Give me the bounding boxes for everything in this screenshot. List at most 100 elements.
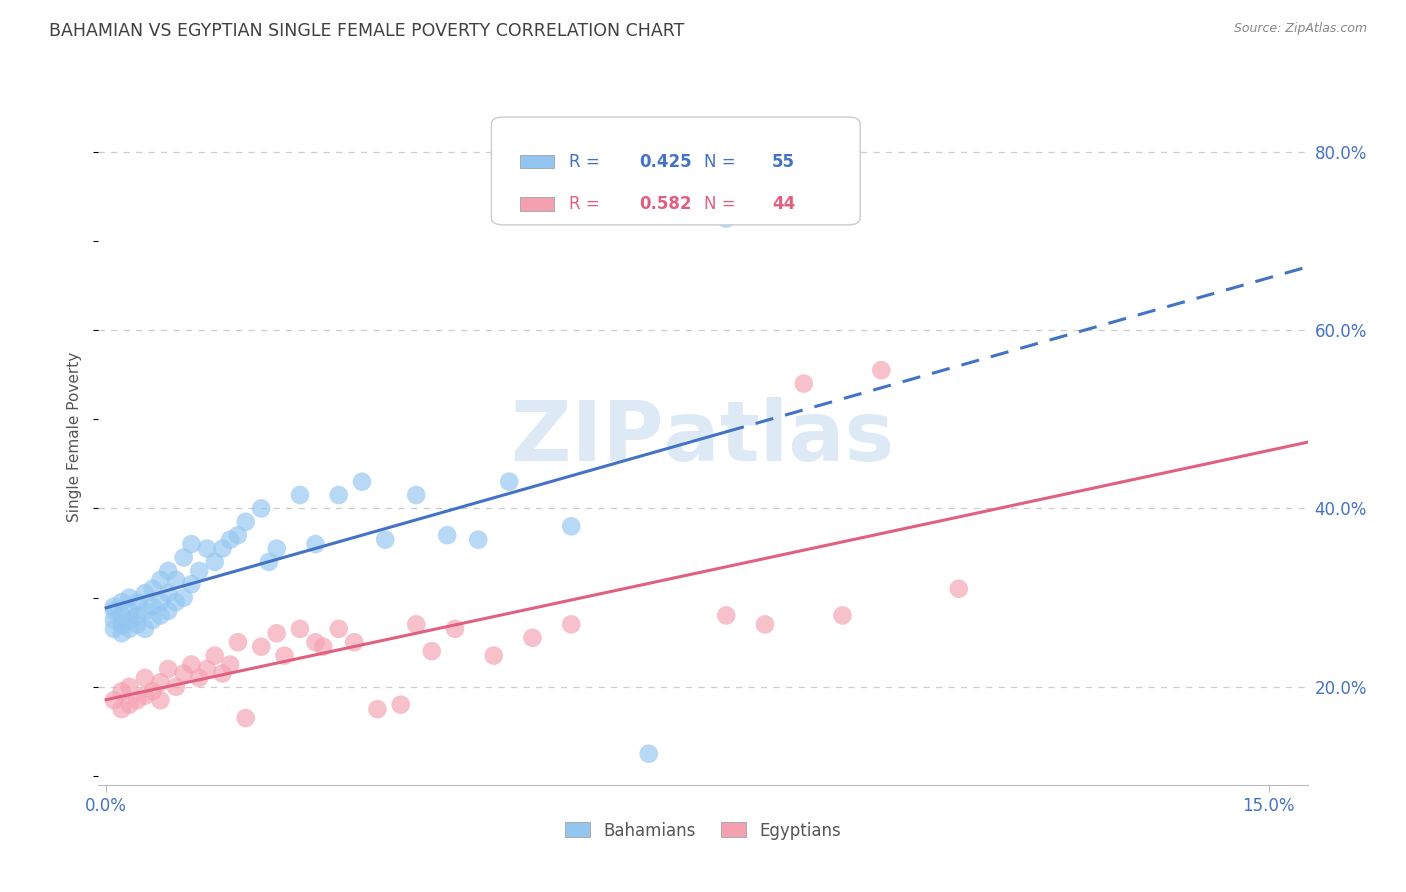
Point [374,533,396,547]
FancyBboxPatch shape [520,197,554,211]
Point [420,644,443,658]
Point [157,604,180,618]
Point [405,617,427,632]
Point [436,528,458,542]
Point [173,591,195,605]
Point [149,675,172,690]
Point [235,711,257,725]
Text: 55: 55 [772,153,794,170]
Text: R =: R = [569,194,605,213]
Point [389,698,412,712]
Point [204,648,226,663]
Point [118,604,141,618]
Point [560,519,582,533]
Point [195,662,218,676]
Point [134,604,156,618]
Point [637,747,659,761]
FancyBboxPatch shape [520,154,554,169]
Point [235,515,257,529]
Point [149,573,172,587]
Point [103,599,125,614]
Point [149,693,172,707]
Point [754,617,776,632]
Text: 0.582: 0.582 [638,194,692,213]
Point [304,537,326,551]
Point [266,541,288,556]
Point [118,680,141,694]
Point [366,702,388,716]
Point [522,631,544,645]
Point [250,640,273,654]
Point [312,640,335,654]
Point [288,622,311,636]
Point [444,622,467,636]
Point [211,666,233,681]
Point [157,662,180,676]
Point [111,595,134,609]
Point [134,586,156,600]
Point [118,622,141,636]
Legend: Bahamians, Egyptians: Bahamians, Egyptians [558,815,848,847]
Point [127,608,149,623]
Point [118,591,141,605]
Point [103,693,125,707]
Point [149,595,172,609]
Point [142,599,165,614]
Point [204,555,226,569]
Point [111,617,134,632]
Point [180,657,202,672]
Point [157,564,180,578]
Point [134,689,156,703]
Point [257,555,280,569]
Point [134,671,156,685]
Point [498,475,520,489]
Point [560,617,582,632]
Text: 44: 44 [772,194,796,213]
Point [716,211,738,226]
Point [103,613,125,627]
Point [142,582,165,596]
Point [118,698,141,712]
Point [266,626,288,640]
Point [173,550,195,565]
Point [831,608,853,623]
Point [127,595,149,609]
Point [195,541,218,556]
Point [111,702,134,716]
Text: Source: ZipAtlas.com: Source: ZipAtlas.com [1233,22,1367,36]
Point [226,528,249,542]
Point [188,671,211,685]
Point [149,608,172,623]
Point [180,577,202,591]
Point [127,617,149,632]
Text: N =: N = [704,194,741,213]
Point [716,608,738,623]
Y-axis label: Single Female Poverty: Single Female Poverty [67,352,83,522]
Point [180,537,202,551]
Point [103,604,125,618]
Point [165,680,187,694]
Point [188,564,211,578]
Point [142,684,165,698]
Point [127,693,149,707]
Point [111,684,134,698]
Point [219,657,242,672]
Point [165,595,187,609]
Point [328,622,350,636]
Text: ZIP​atlas: ZIP​atlas [512,397,894,477]
Text: R =: R = [569,153,605,170]
Point [142,613,165,627]
Point [350,475,373,489]
Point [304,635,326,649]
Point [111,608,134,623]
Point [948,582,970,596]
FancyBboxPatch shape [492,117,860,225]
Point [288,488,311,502]
Point [226,635,249,649]
Point [211,541,233,556]
Text: BAHAMIAN VS EGYPTIAN SINGLE FEMALE POVERTY CORRELATION CHART: BAHAMIAN VS EGYPTIAN SINGLE FEMALE POVER… [49,22,685,40]
Point [157,586,180,600]
Point [165,573,187,587]
Point [134,622,156,636]
Point [870,363,893,377]
